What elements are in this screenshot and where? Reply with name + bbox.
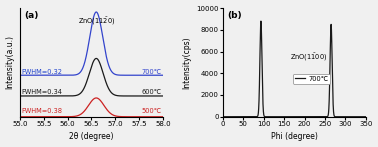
- Text: ZnO(11$\bar{2}$0): ZnO(11$\bar{2}$0): [77, 16, 115, 27]
- Text: (b): (b): [227, 11, 242, 20]
- Text: 700℃: 700℃: [142, 69, 162, 75]
- Y-axis label: Intensity(a.u.): Intensity(a.u.): [6, 35, 15, 89]
- X-axis label: Phi (degree): Phi (degree): [271, 132, 318, 141]
- Text: FWHM=0.34: FWHM=0.34: [21, 89, 62, 95]
- Text: (a): (a): [25, 11, 39, 20]
- Y-axis label: Intensity(cps): Intensity(cps): [182, 36, 191, 89]
- Text: 500℃: 500℃: [142, 108, 162, 114]
- Legend: 700℃: 700℃: [293, 74, 330, 84]
- Text: FWHM=0.38: FWHM=0.38: [21, 108, 62, 114]
- Text: FWHM=0.32: FWHM=0.32: [21, 69, 62, 75]
- Text: 600℃: 600℃: [142, 89, 162, 95]
- Text: ZnO(1$\bar{1}$00): ZnO(1$\bar{1}$00): [290, 51, 327, 63]
- X-axis label: 2θ (degree): 2θ (degree): [69, 132, 114, 141]
